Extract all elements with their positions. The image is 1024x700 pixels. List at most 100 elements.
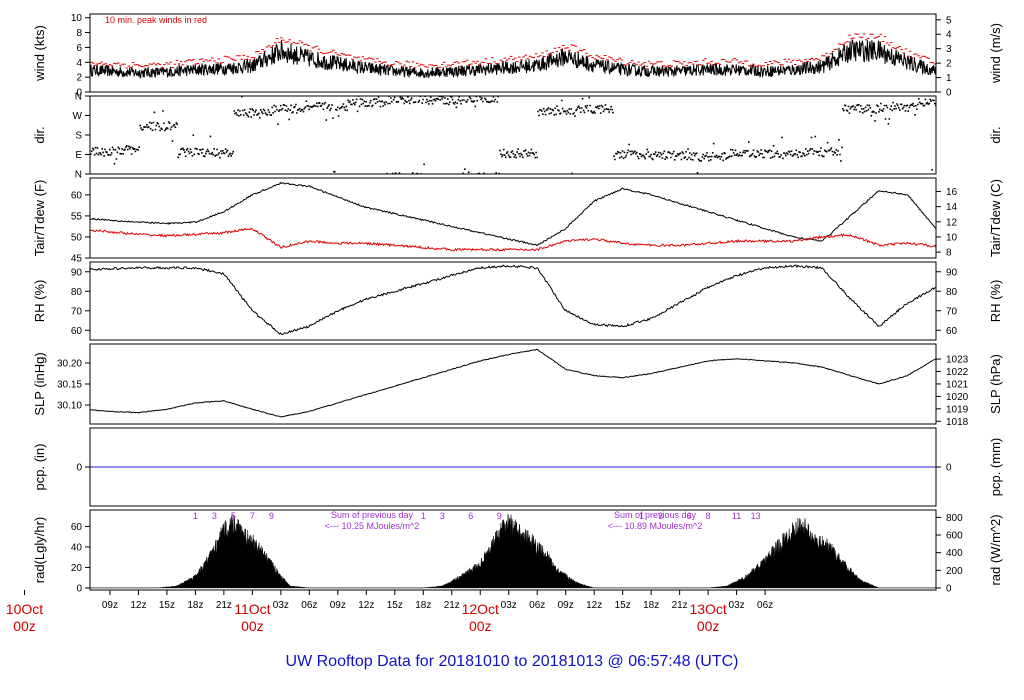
wind-frame — [89, 13, 937, 93]
rad-ytick-right-label: 200 — [946, 566, 963, 577]
wind-ytick-label: 6 — [76, 43, 82, 54]
temp-series-0 — [90, 181, 936, 247]
wind-ytick-label: 10 — [71, 13, 83, 24]
rad-hour-label: 13 — [751, 511, 761, 521]
dir-ylabel-right: dir. — [988, 126, 1003, 143]
rh-frame — [89, 261, 937, 341]
x-tick-label: 03z — [729, 600, 745, 611]
slp-ytick-label: 30.20 — [57, 358, 82, 369]
dir-ytick-label: W — [73, 111, 83, 122]
x-tick-label: 12z — [586, 600, 602, 611]
temp-ytick-right-label: 8 — [946, 248, 952, 259]
x-tick-label: 12z — [130, 600, 146, 611]
x-date-hour-label: 00z — [697, 618, 720, 634]
rh-ylabel: RH (%) — [32, 280, 47, 323]
slp-ytick-right-label: 1019 — [946, 404, 969, 415]
chart-title: UW Rooftop Data for 20181010 to 20181013… — [286, 653, 739, 670]
x-tick-label: 21z — [444, 600, 460, 611]
wind-ytick-right-label: 3 — [946, 44, 952, 55]
slp-series-0 — [90, 348, 936, 418]
rad-sum-value-1: <--- 10.25 MJoules/m^2 — [325, 521, 420, 531]
x-tick-label: 09z — [102, 600, 118, 611]
rad-hour-label: 3 — [212, 511, 217, 521]
wind-ytick-right-label: 0 — [946, 88, 952, 99]
temp-ytick-label: 50 — [71, 232, 83, 243]
wind-peak-note: 10 min. peak winds in red — [105, 15, 207, 25]
wind-ytick-label: 0 — [76, 88, 82, 99]
rh-ytick-right-label: 60 — [946, 326, 958, 337]
rad-hour-label: 3 — [658, 511, 663, 521]
x-tick-label: 18z — [643, 600, 659, 611]
slp-ytick-right-label: 1018 — [946, 417, 969, 428]
pcp-ylabel: pcp. (in) — [32, 444, 47, 491]
rad-hour-label: 9 — [269, 511, 274, 521]
rad-ytick-right-label: 0 — [946, 583, 952, 594]
wind-ytick-label: 4 — [76, 58, 82, 69]
x-tick-label: 03z — [501, 600, 517, 611]
temp-ytick-label: 60 — [71, 190, 83, 201]
dir-ytick-label: E — [75, 150, 82, 161]
x-tick-label: 18z — [415, 600, 431, 611]
x-tick-label: 09z — [330, 600, 346, 611]
slp-frame — [89, 343, 937, 425]
wind-ytick-right-label: 2 — [946, 59, 952, 70]
slp-ytick-right-label: 1020 — [946, 392, 969, 403]
rad-ytick-right-label: 800 — [946, 513, 963, 524]
temp-ytick-label: 45 — [71, 254, 83, 265]
rad-hour-label: 11 — [732, 511, 741, 521]
temp-plot — [90, 181, 936, 252]
x-tick-label: 21z — [672, 600, 688, 611]
x-tick-label: 06z — [757, 600, 773, 611]
rad-hour-label: 6 — [468, 511, 473, 521]
wind-ylabel-right: wind (m/s) — [988, 23, 1003, 84]
slp-ytick-right-label: 1022 — [946, 367, 969, 378]
rad-ytick-label: 40 — [71, 542, 83, 553]
slp-ylabel: SLP (inHg) — [32, 352, 47, 415]
wind-direction-marks — [90, 96, 936, 174]
x-tick-label: 12z — [358, 600, 374, 611]
rad-ylabel: rad(Lgly/hr) — [32, 517, 47, 583]
wind-ytick-right-label: 1 — [946, 73, 952, 84]
wind-ylabel: wind (kts) — [32, 25, 47, 82]
slp-plot — [90, 348, 936, 418]
rad-sum-label-2: Sum of previous day — [614, 510, 697, 520]
rad-sum-label-1: Sum of previous day — [331, 510, 414, 520]
rh-plot — [90, 264, 936, 336]
dir-ytick-label: S — [75, 131, 82, 142]
dir-ytick-label: N — [75, 170, 82, 181]
panel-temp: 45 50 55 60 8 10 12 14 16 Tair/Tdew (F) Tair/Tdew … — [32, 177, 1003, 265]
x-date-label: 12Oct — [462, 601, 499, 617]
slp-ytick-label: 30.10 — [57, 401, 82, 412]
rad-hour-label: 8 — [706, 511, 711, 521]
temp-series-1 — [90, 227, 936, 252]
rad-ytick-right-label: 400 — [946, 548, 963, 559]
panel-wind: 0 2 4 6 8 10 0 1 2 3 4 5 wind (kts) wind (m/s) 10 min.… — [32, 13, 1003, 98]
wind-plot — [90, 33, 936, 79]
rh-ytick-right-label: 90 — [946, 267, 958, 278]
x-tick-label: 18z — [187, 600, 203, 611]
panel-pcp: 0 0 pcp. (in) pcp. (mm) — [32, 427, 1003, 507]
rad-hour-label: 1 — [639, 511, 644, 521]
x-tick-label: 06z — [301, 600, 317, 611]
slp-ytick-right-label: 1023 — [946, 355, 969, 366]
rad-ytick-label: 60 — [71, 522, 83, 533]
temp-ytick-right-label: 14 — [946, 202, 958, 213]
x-date-hour-label: 00z — [13, 618, 36, 634]
temp-ytick-right-label: 12 — [946, 217, 958, 228]
pcp-ylabel-right: pcp. (mm) — [988, 438, 1003, 497]
rad-ytick-label: 20 — [71, 563, 83, 574]
dir-frame — [89, 95, 937, 175]
temp-ytick-right-label: 10 — [946, 232, 958, 243]
x-date-hour-label: 00z — [241, 618, 264, 634]
x-tick-label: 15z — [387, 600, 403, 611]
rh-ytick-label: 60 — [71, 326, 83, 337]
rad-frame — [89, 509, 937, 591]
x-tick-label: 06z — [529, 600, 545, 611]
temp-ytick-right-label: 16 — [946, 187, 958, 198]
x-tick-label: 15z — [615, 600, 631, 611]
x-tick-label: 09z — [558, 600, 574, 611]
